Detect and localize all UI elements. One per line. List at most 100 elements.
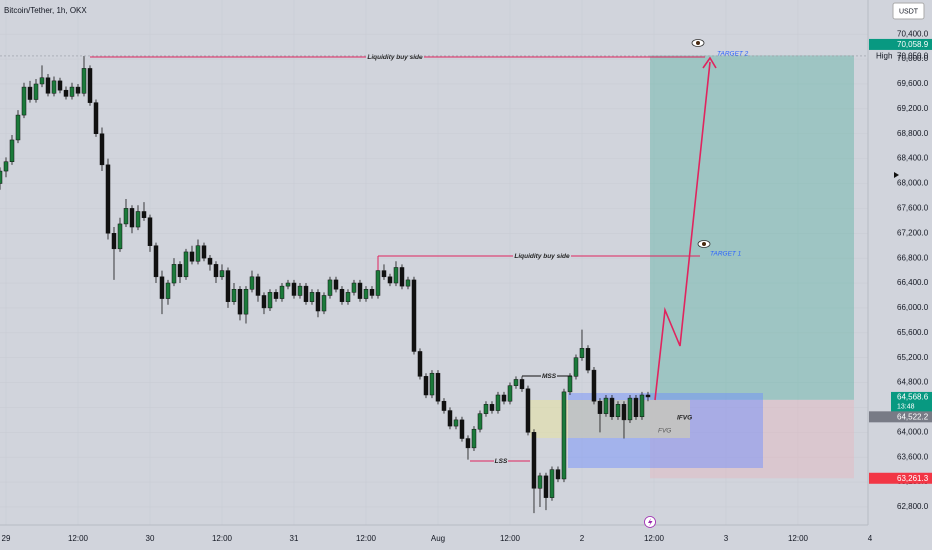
candle-body [495, 394, 501, 411]
candle-body [435, 372, 441, 402]
y-tick-label: 63,600.0 [897, 452, 929, 461]
x-tick-label: 12:00 [356, 534, 377, 543]
candle-body [321, 295, 327, 312]
y-tick-label: 64,800.0 [897, 378, 929, 387]
candle-body [405, 279, 411, 287]
candle-body [261, 295, 267, 309]
candle-body [645, 394, 651, 398]
annotation: Liquidity buy side [367, 54, 423, 61]
candle-body [429, 372, 435, 396]
candle-body [93, 102, 99, 134]
y-tick-label: 67,600.0 [897, 203, 929, 212]
candle-body [213, 264, 219, 278]
y-tick-label: 66,800.0 [897, 253, 929, 262]
last-price-bg [891, 391, 932, 412]
candle-body [159, 276, 165, 299]
candle-body [441, 400, 447, 411]
candle-body [0, 170, 3, 184]
candle-body [129, 208, 135, 228]
candle-body [297, 285, 303, 296]
target-label: TARGET 2 [717, 51, 749, 58]
candle-body [519, 379, 525, 390]
candle-body [99, 133, 105, 166]
candle-body [279, 285, 285, 299]
x-tick-label: 29 [2, 534, 11, 543]
candle-body [189, 251, 195, 262]
currency-button[interactable] [892, 2, 925, 20]
y-tick-label: 70,400.0 [897, 29, 929, 38]
y-tick-label: 64,000.0 [897, 427, 929, 436]
candle-body [285, 282, 291, 287]
last-price: 64,568.6 [897, 393, 929, 402]
countdown: 13:48 [897, 403, 915, 410]
candle-body [363, 288, 369, 299]
candle-body [483, 404, 489, 414]
candle-body [489, 404, 495, 411]
x-tick-label: 30 [146, 534, 155, 543]
high-label: High [876, 52, 892, 61]
x-tick-label: 3 [724, 534, 729, 543]
candle-body [243, 288, 249, 315]
x-tick-label: 12:00 [644, 534, 665, 543]
y-tick-label: 65,600.0 [897, 328, 929, 337]
x-tick-label: Aug [431, 534, 445, 543]
candle-body [399, 267, 405, 287]
candle-body [15, 114, 21, 141]
candle-body [525, 388, 531, 433]
candle-body [123, 208, 129, 225]
y-tick-label: 68,400.0 [897, 154, 929, 163]
candle-body [615, 404, 621, 418]
annotation: Liquidity buy side [514, 253, 570, 260]
candle-body [255, 276, 261, 296]
candle-body [291, 282, 297, 296]
candle-body [273, 292, 279, 299]
x-tick-label: 2 [580, 534, 585, 543]
candle-body [315, 292, 321, 312]
candle-body [459, 419, 465, 439]
candle-body [207, 257, 213, 265]
candle-body [477, 413, 483, 430]
target-price-tag-bg [869, 38, 932, 50]
candle-body [417, 351, 423, 377]
candle-body [111, 233, 117, 250]
entry-price-tag: 64,522.2 [897, 412, 929, 421]
annotation: IFVG [677, 415, 692, 422]
candle-body [381, 270, 387, 278]
candle-body [105, 164, 111, 234]
candle-body [81, 68, 87, 94]
bolt-icon [644, 516, 656, 528]
candle-body [369, 288, 375, 296]
candle-body [507, 385, 513, 402]
candle-body [597, 400, 603, 414]
candle-body [45, 77, 51, 94]
y-tick-label: 68,000.0 [897, 179, 929, 188]
candle-body [543, 475, 549, 498]
candle-body [33, 83, 39, 100]
y-tick-label: 67,200.0 [897, 228, 929, 237]
candle-body [627, 397, 633, 421]
x-tick-label: 12:00 [68, 534, 89, 543]
candle-body [453, 419, 459, 427]
candle-body [471, 428, 477, 449]
candle-body [309, 292, 315, 302]
candle-body [501, 394, 507, 402]
x-tick-label: 12:00 [500, 534, 521, 543]
candle-body [27, 86, 33, 100]
candle-body [9, 139, 15, 162]
label-bg [541, 372, 557, 380]
y-tick-label: 62,800.0 [897, 502, 929, 511]
candle-body [639, 394, 645, 418]
axis-labels: 62,800.063,200.063,600.064,000.064,400.0… [0, 29, 932, 543]
candle-body [141, 211, 147, 218]
candle-body [153, 245, 159, 278]
candle-body [249, 276, 255, 290]
candle-body [387, 276, 393, 284]
candle-body [633, 397, 639, 418]
annotation: LSS [495, 458, 508, 465]
candle-body [591, 369, 597, 402]
candle-body [39, 77, 45, 85]
candle-body [609, 397, 615, 418]
candle-body [117, 223, 123, 250]
x-tick-label: 31 [290, 534, 299, 543]
y-tick-label: 69,600.0 [897, 79, 929, 88]
